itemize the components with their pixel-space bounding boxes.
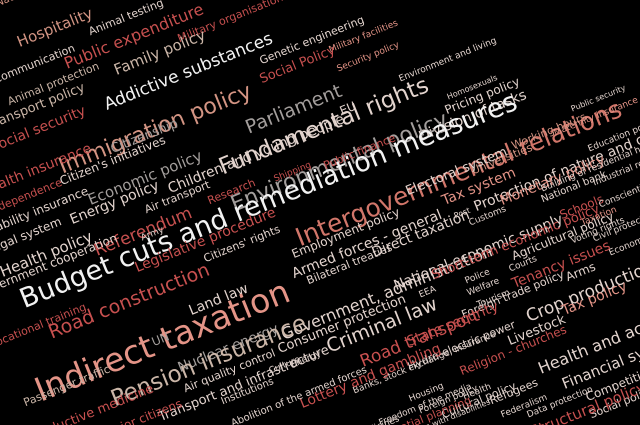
word: Hospitality [14,4,96,51]
